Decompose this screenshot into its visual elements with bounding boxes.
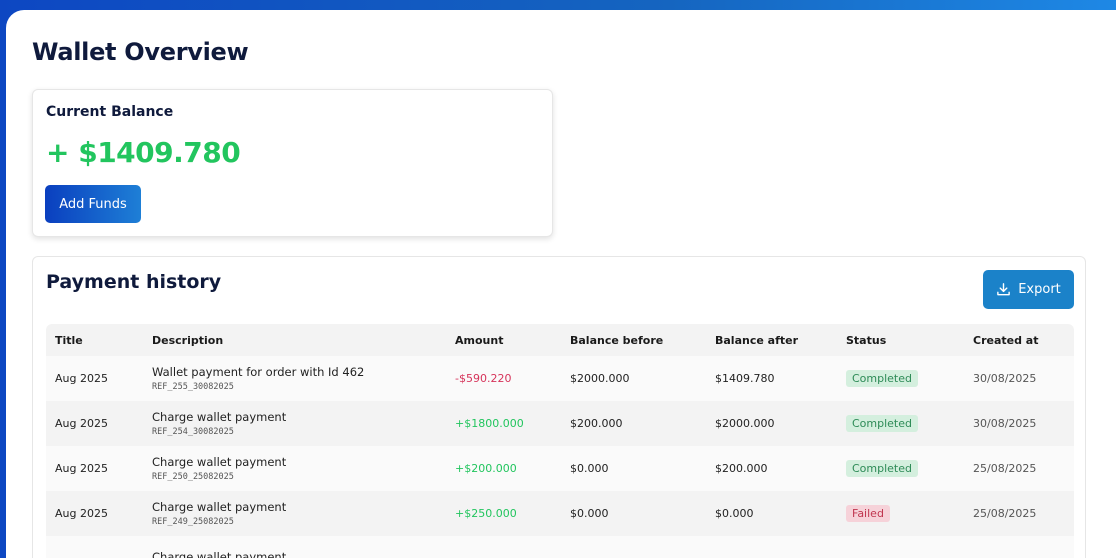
column-header[interactable]: Description (152, 333, 224, 347)
cell-balance-after: $200.000 (715, 462, 768, 475)
description-text: Charge wallet payment (152, 410, 287, 424)
cell-amount: +$1800.000 (455, 417, 524, 430)
cell-created-at: 25/08/2025 (973, 462, 1037, 475)
status-badge: Completed (846, 460, 918, 477)
balance-label: Current Balance (46, 104, 174, 120)
cell-title: Aug 2025 (55, 507, 108, 520)
table-row[interactable]: Aug 2025 Wallet payment for order with Id… (46, 356, 1074, 401)
export-button[interactable]: Export (983, 270, 1074, 309)
description-text: Charge wallet payment (152, 550, 287, 558)
column-header[interactable]: Balance after (715, 333, 798, 347)
add-funds-button[interactable]: Add Funds (45, 185, 141, 223)
column-header[interactable]: Balance before (570, 333, 664, 347)
reference-code: REF_250_25082025 (152, 472, 234, 482)
cell-status (837, 536, 964, 558)
table-row[interactable]: Aug 2025 Charge wallet payment REF_254_300… (46, 401, 1074, 446)
description-text: Charge wallet payment (152, 500, 287, 514)
cell-amount: -$590.220 (455, 372, 512, 385)
export-label: Export (1018, 282, 1061, 297)
cell-status: Completed (837, 446, 964, 491)
cell-description: Wallet payment for order with Id 462 REF_… (143, 356, 446, 401)
cell-description: Charge wallet payment REF_249_25082025 (143, 491, 446, 536)
payment-history-table-wrap: Title Description Amount Balance before … (46, 324, 1074, 558)
cell-title: Aug 2025 (55, 462, 108, 475)
download-icon (996, 282, 1011, 297)
cell-status: Failed (837, 491, 964, 536)
description-text: Wallet payment for order with Id 462 (152, 365, 365, 379)
status-badge: Completed (846, 370, 918, 387)
table-row[interactable]: Aug 2025 Charge wallet payment REF_250_250… (46, 446, 1074, 491)
cell-amount: +$200.000 (455, 462, 517, 475)
cell-created-at: 30/08/2025 (973, 372, 1037, 385)
main-panel: Wallet Overview Current Balance + $1409.… (6, 10, 1116, 558)
payment-history-table: Title Description Amount Balance before … (46, 324, 1074, 558)
payment-history-title: Payment history (46, 271, 222, 293)
cell-balance-after: $2000.000 (715, 417, 775, 430)
cell-description: Charge wallet payment REF_250_25082025 (143, 446, 446, 491)
cell-description: Charge wallet payment (143, 536, 446, 558)
status-badge: Completed (846, 415, 918, 432)
cell-created-at: 30/08/2025 (973, 417, 1037, 430)
table-header-row: Title Description Amount Balance before … (46, 324, 1074, 356)
cell-balance-after: $0.000 (715, 507, 754, 520)
cell-description: Charge wallet payment REF_254_30082025 (143, 401, 446, 446)
page-title: Wallet Overview (32, 38, 249, 66)
column-header[interactable]: Amount (455, 333, 504, 347)
cell-title (46, 536, 143, 558)
column-header[interactable]: Status (846, 333, 887, 347)
cell-balance-before: $200.000 (570, 417, 623, 430)
cell-amount (446, 536, 561, 558)
reference-code: REF_255_30082025 (152, 382, 234, 392)
cell-balance-before: $0.000 (570, 462, 609, 475)
cell-balance-before: $2000.000 (570, 372, 630, 385)
cell-status: Completed (837, 356, 964, 401)
balance-amount: + $1409.780 (46, 136, 241, 169)
column-header[interactable]: Created at (973, 333, 1039, 347)
cell-balance-before (561, 536, 706, 558)
cell-status: Completed (837, 401, 964, 446)
description-text: Charge wallet payment (152, 455, 287, 469)
cell-created-at: 25/08/2025 (973, 507, 1037, 520)
cell-balance-before: $0.000 (570, 507, 609, 520)
table-row[interactable]: Aug 2025 Charge wallet payment REF_249_250… (46, 491, 1074, 536)
payment-history-card: Payment history Export Title Description (32, 256, 1086, 558)
cell-amount: +$250.000 (455, 507, 517, 520)
balance-card: Current Balance + $1409.780 Add Funds (32, 89, 553, 237)
column-header[interactable]: Title (55, 333, 83, 347)
cell-title: Aug 2025 (55, 372, 108, 385)
reference-code: REF_249_25082025 (152, 517, 234, 527)
cell-balance-after: $1409.780 (715, 372, 775, 385)
table-row[interactable]: Charge wallet payment (46, 536, 1074, 558)
status-badge: Failed (846, 505, 890, 522)
cell-balance-after (706, 536, 837, 558)
cell-title: Aug 2025 (55, 417, 108, 430)
cell-created-at (964, 536, 1074, 558)
reference-code: REF_254_30082025 (152, 427, 234, 437)
